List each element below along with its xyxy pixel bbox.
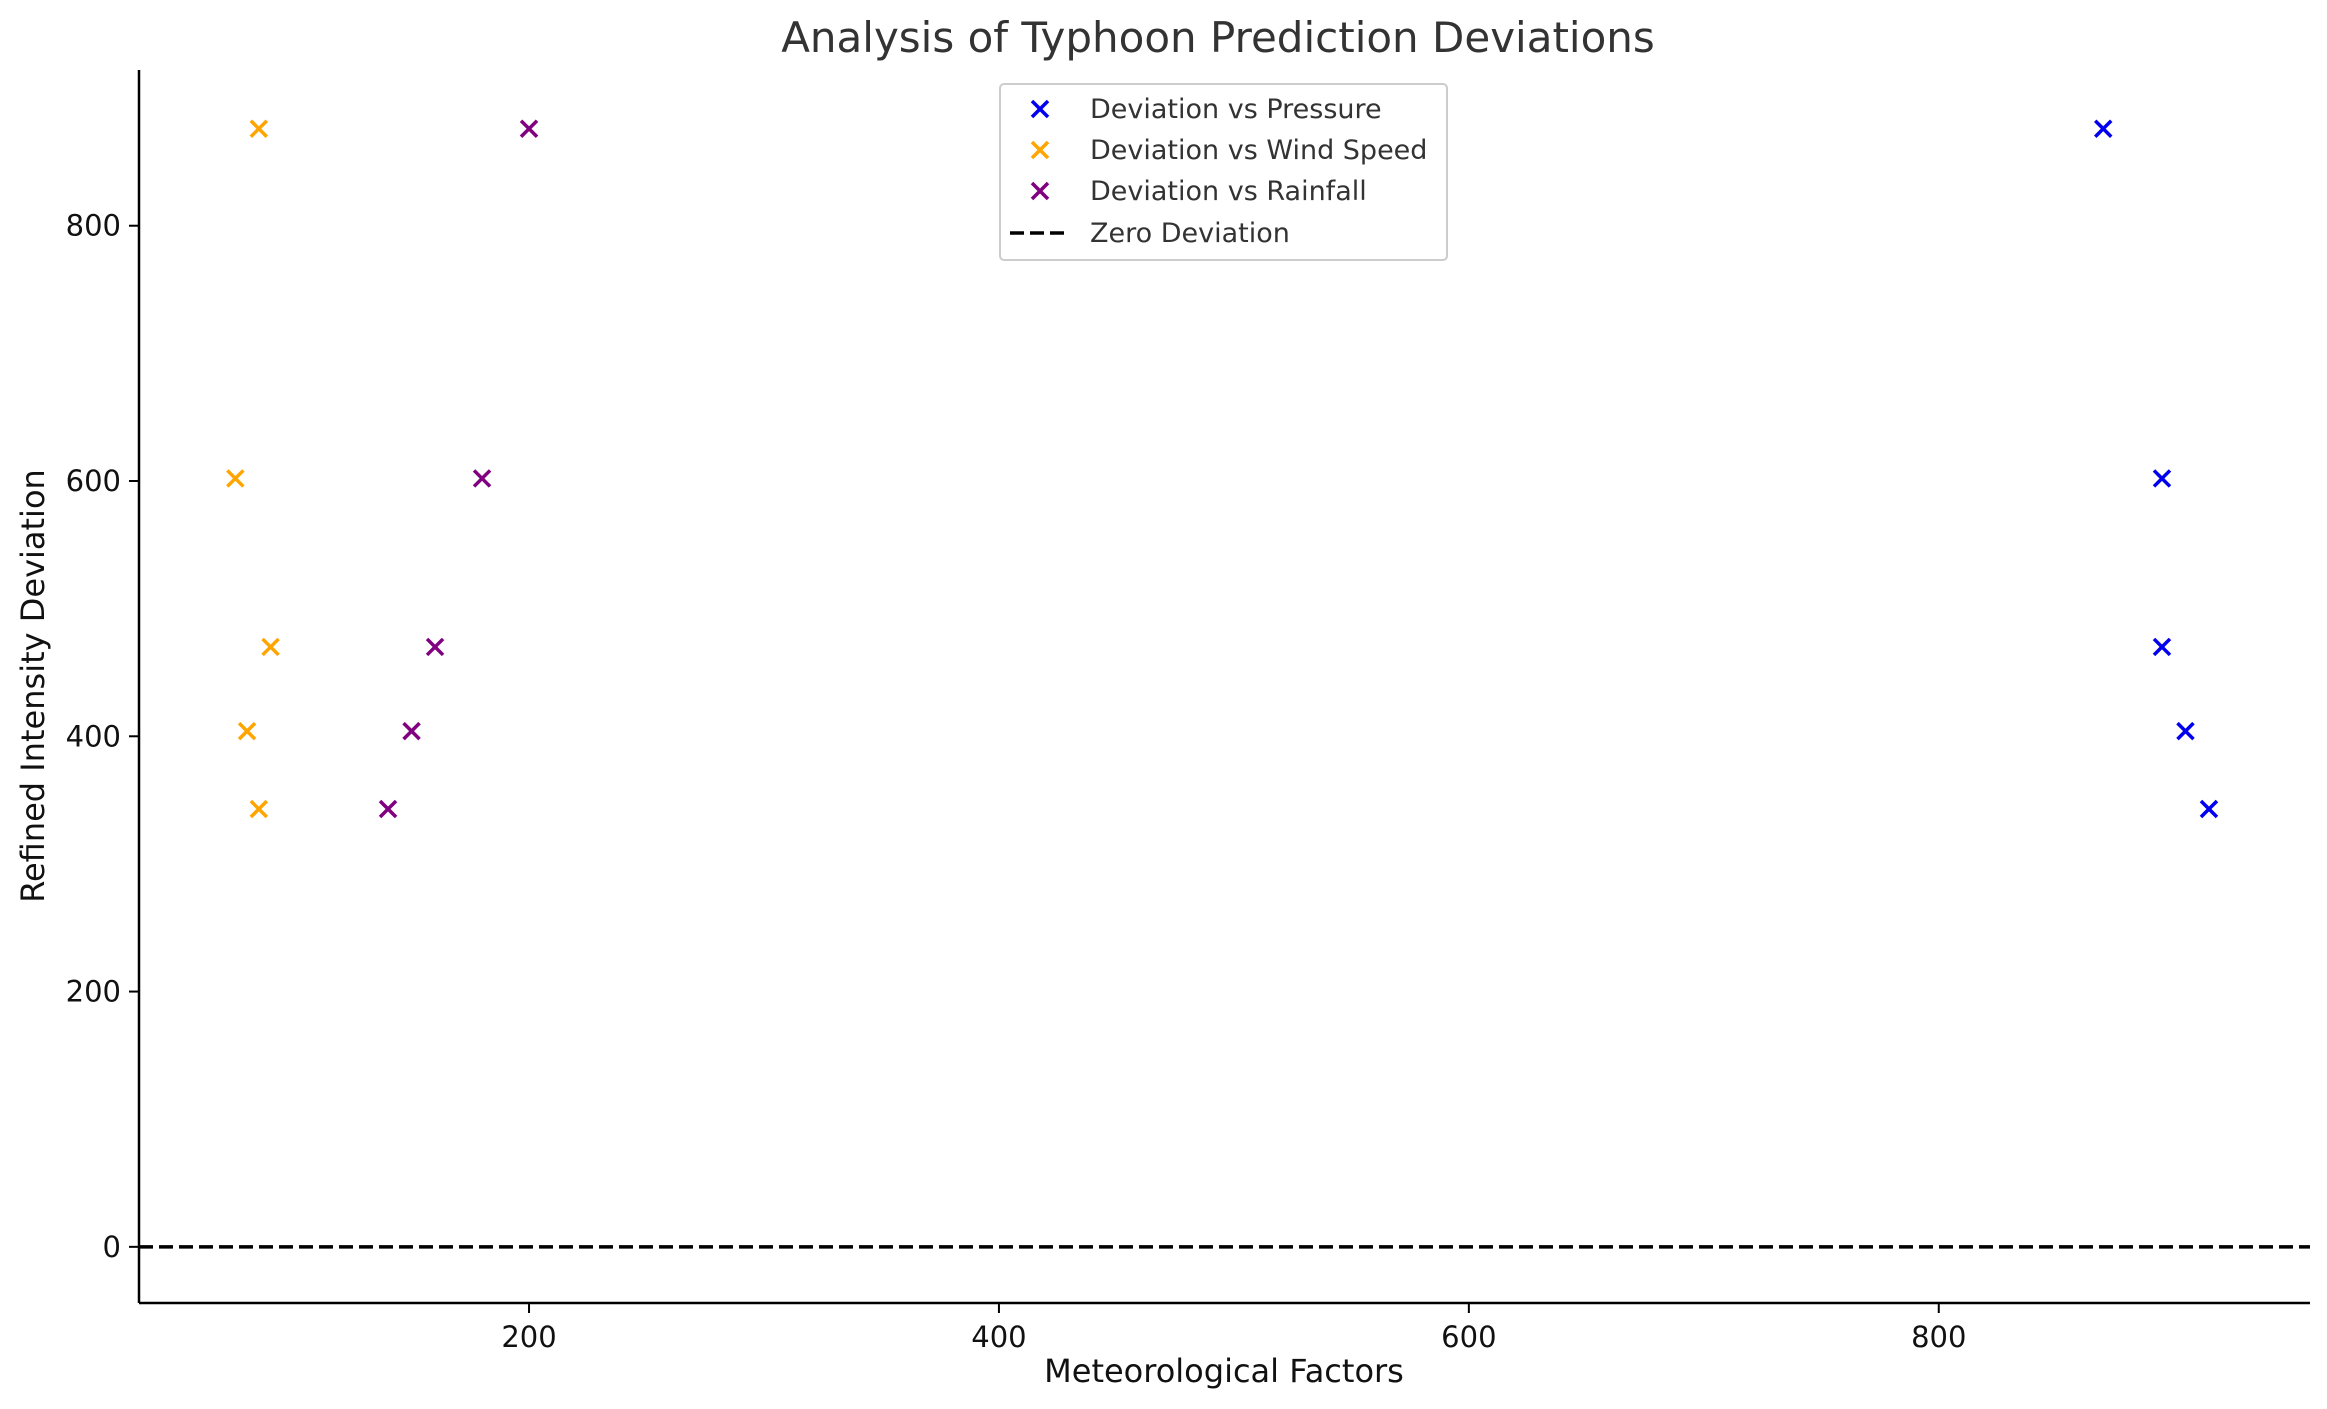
data-point: [402, 721, 421, 741]
data-points-layer: [226, 119, 2219, 819]
y-tick-label: 800: [66, 209, 121, 243]
legend-marker: [1030, 99, 1050, 119]
x-axis-label: Meteorological Factors: [1044, 1352, 1404, 1390]
x-tick-label: 600: [1441, 1320, 1496, 1354]
y-tick-label: 0: [103, 1230, 121, 1264]
plot-area: 200 400 600 800 0 200 400 600 800: [66, 70, 2310, 1354]
legend-items: Deviation vs Pressure Deviation vs Wind S…: [1010, 94, 1427, 249]
x-tick-label: 200: [501, 1320, 556, 1354]
chart-title: Analysis of Typhoon Prediction Deviation…: [781, 13, 1655, 62]
y-axis-label: Refined Intensity Deviation: [14, 469, 52, 903]
legend-item-deviation-vs-pressure: Deviation vs Pressure: [1030, 94, 1382, 125]
legend-item-zero-deviation: Zero Deviation: [1010, 218, 1290, 249]
x-tick-label: 400: [971, 1320, 1026, 1354]
legend-label: Deviation vs Rainfall: [1090, 176, 1367, 207]
legend-label: Deviation vs Pressure: [1090, 94, 1382, 125]
y-tick-label: 400: [66, 719, 121, 753]
data-point: [378, 799, 398, 819]
data-point: [2176, 721, 2195, 741]
legend-marker: [1030, 181, 1050, 201]
series-deviation-vs-pressure: [2094, 119, 2219, 819]
legend: Deviation vs Pressure Deviation vs Wind S…: [999, 83, 1448, 261]
legend-item-deviation-vs-rainfall: Deviation vs Rainfall: [1030, 176, 1367, 207]
x-tick-label: 800: [1911, 1320, 1966, 1354]
y-ticks: 0 200 400 600 800: [66, 209, 139, 1264]
series-deviation-vs-wind-speed: [226, 119, 280, 819]
legend-label: Deviation vs Wind Speed: [1090, 135, 1427, 166]
series-deviation-vs-rainfall: [378, 119, 539, 819]
legend-box: [999, 83, 1448, 261]
legend-item-deviation-vs-wind-speed: Deviation vs Wind Speed: [1030, 135, 1427, 166]
data-point: [2199, 799, 2219, 819]
y-tick-label: 600: [66, 464, 121, 498]
data-point: [2152, 637, 2172, 657]
data-point: [472, 469, 492, 488]
x-ticks: 200 400 600 800: [501, 1303, 1966, 1354]
data-point: [2152, 469, 2172, 488]
legend-marker: [1030, 140, 1050, 160]
data-point: [249, 119, 269, 138]
y-tick-label: 200: [66, 975, 121, 1009]
data-point: [425, 637, 445, 657]
legend-label: Zero Deviation: [1090, 218, 1290, 249]
data-point: [226, 469, 245, 488]
data-point: [2094, 119, 2113, 138]
data-point: [237, 721, 257, 741]
data-point: [261, 637, 280, 657]
data-point: [249, 799, 269, 819]
data-point: [519, 119, 539, 138]
